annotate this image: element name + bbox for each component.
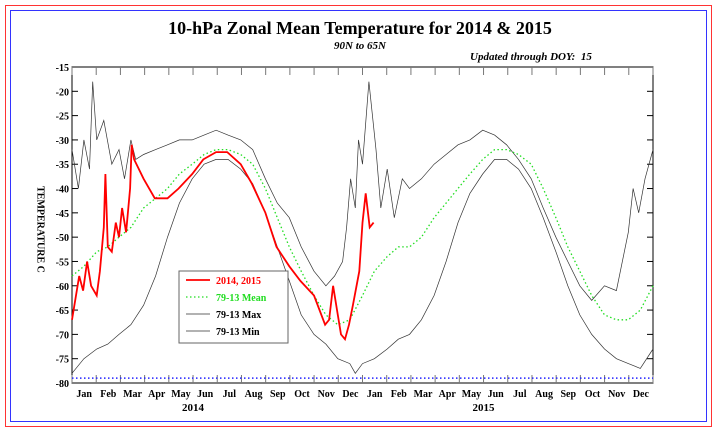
year-label: 2014	[182, 402, 205, 414]
month-label: Nov	[608, 389, 625, 400]
month-label: Apr	[439, 389, 457, 400]
month-label: Jun	[488, 389, 505, 400]
series-mean	[71, 148, 654, 326]
month-label: Sep	[560, 389, 576, 400]
month-label: Aug	[245, 389, 263, 400]
y-tick-label: -20	[56, 87, 69, 98]
series-min	[71, 159, 654, 374]
month-label: Sep	[270, 389, 286, 400]
y-tick-label: -15	[56, 63, 69, 74]
month-label: Jun	[197, 389, 214, 400]
y-tick-label: -50	[56, 233, 69, 244]
y-tick-label: -60	[56, 282, 69, 293]
legend-label: 79-13 Mean	[216, 293, 267, 304]
month-label: Jul	[223, 389, 237, 400]
month-label: Aug	[535, 389, 553, 400]
updated-annotation: Updated through DOY: 15	[470, 51, 592, 63]
month-label: May	[462, 389, 481, 400]
y-tick-label: -75	[56, 355, 69, 366]
y-tick-label: -30	[56, 136, 69, 147]
legend-label: 2014, 2015	[216, 276, 261, 287]
year-label: 2015	[473, 402, 496, 414]
month-label: Feb	[391, 389, 408, 400]
outer-frame	[5, 5, 712, 427]
month-label: Jul	[513, 389, 527, 400]
chart-subtitle: 90N to 65N	[334, 40, 386, 52]
y-tick-label: -45	[56, 209, 69, 220]
legend-label: 79-13 Max	[216, 310, 261, 321]
y-tick-label: -70	[56, 330, 69, 341]
y-tick-label: -65	[56, 306, 69, 317]
month-label: May	[171, 389, 190, 400]
month-label: Dec	[633, 389, 650, 400]
month-label: Feb	[100, 389, 117, 400]
y-tick-label: -40	[56, 185, 69, 196]
month-label: Dec	[342, 389, 359, 400]
month-label: Oct	[585, 389, 601, 400]
legend-label: 79-13 Min	[216, 327, 260, 338]
chart-title: 10-hPa Zonal Mean Temperature for 2014 &…	[168, 18, 552, 38]
month-label: Mar	[123, 389, 142, 400]
series-max	[71, 81, 654, 301]
y-tick-label: -55	[56, 257, 69, 268]
month-label: Jan	[76, 389, 92, 400]
month-label: Mar	[414, 389, 433, 400]
month-label: Oct	[294, 389, 310, 400]
month-label: Nov	[318, 389, 335, 400]
month-label: Apr	[148, 389, 166, 400]
y-tick-label: -35	[56, 160, 69, 171]
series-2014-2015	[71, 144, 375, 342]
month-label: Jan	[367, 389, 383, 400]
inner-frame	[10, 10, 707, 422]
y-tick-label: -25	[56, 112, 69, 123]
y-tick-label: -80	[56, 379, 69, 390]
